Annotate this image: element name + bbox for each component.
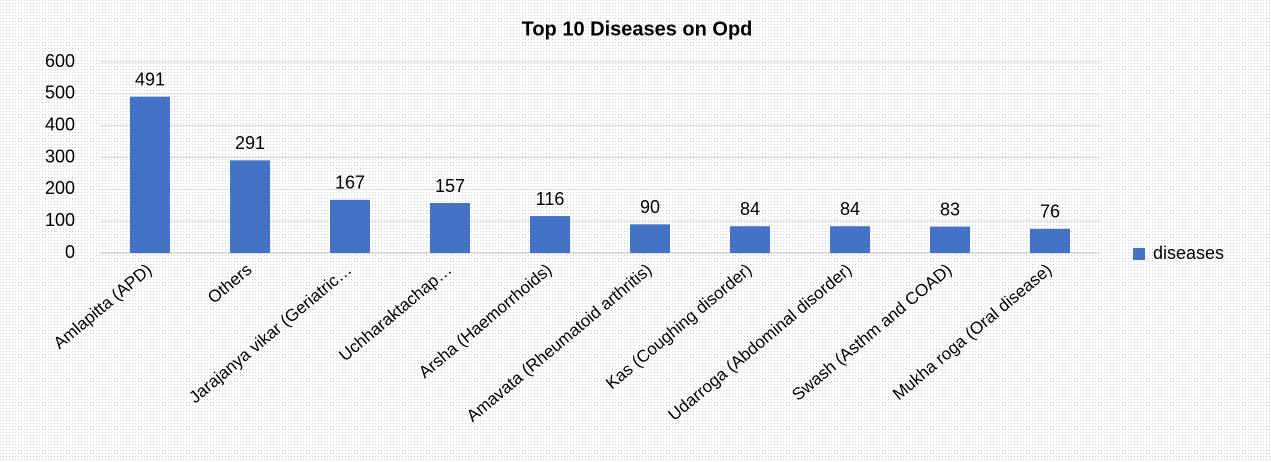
data-label: 84 — [740, 199, 760, 219]
bar — [930, 226, 970, 253]
y-tick-label: 100 — [45, 210, 75, 230]
bar — [830, 226, 870, 253]
y-tick-label: 600 — [45, 51, 75, 71]
data-label: 83 — [940, 199, 960, 219]
data-label: 116 — [536, 189, 565, 209]
data-label: 291 — [235, 133, 265, 153]
data-label: 491 — [135, 69, 165, 89]
y-tick-label: 400 — [45, 114, 75, 134]
bar — [130, 96, 170, 253]
data-label: 157 — [435, 176, 465, 196]
bar — [430, 203, 470, 253]
bar — [630, 224, 670, 253]
chart-title: Top 10 Diseases on Opd — [522, 18, 753, 40]
y-tick-label: 200 — [45, 178, 75, 198]
bar — [530, 216, 570, 253]
bar — [1030, 228, 1070, 253]
data-label: 90 — [640, 197, 660, 217]
data-label: 167 — [335, 173, 365, 193]
y-tick-label: 500 — [45, 83, 75, 103]
bar — [730, 226, 770, 253]
data-label: 76 — [1040, 202, 1060, 222]
y-tick-label: 0 — [65, 242, 75, 262]
legend-label: diseases — [1153, 243, 1224, 263]
y-tick-label: 300 — [45, 146, 75, 166]
data-label: 84 — [840, 199, 860, 219]
legend-swatch — [1133, 248, 1145, 260]
bar — [330, 199, 370, 253]
bar — [230, 160, 270, 253]
